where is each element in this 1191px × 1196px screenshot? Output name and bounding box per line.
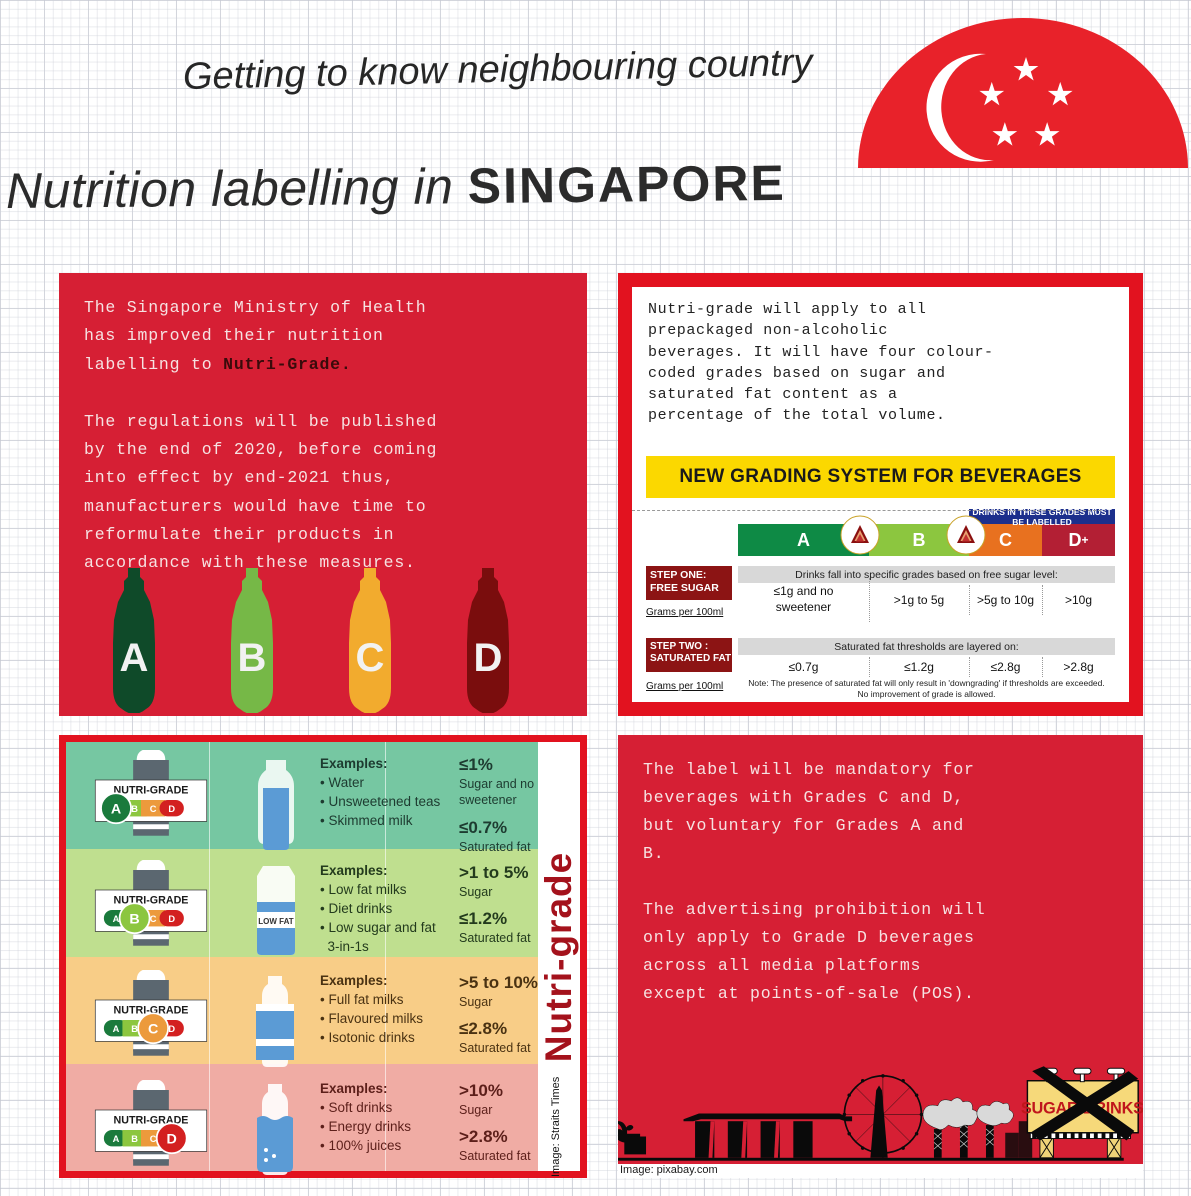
svg-text:B: B xyxy=(131,1134,138,1144)
svg-text:C: C xyxy=(150,914,157,924)
svg-text:NUTRI-GRADE: NUTRI-GRADE xyxy=(114,785,189,797)
svg-text:C: C xyxy=(356,636,385,680)
svg-text:A: A xyxy=(120,636,149,680)
svg-text:C: C xyxy=(150,804,157,814)
svg-text:D: D xyxy=(474,636,503,680)
svg-text:B: B xyxy=(129,912,139,928)
svg-text:D: D xyxy=(167,1132,177,1148)
svg-text:A: A xyxy=(113,1134,120,1144)
svg-text:B: B xyxy=(238,636,267,680)
svg-text:A: A xyxy=(111,802,121,818)
svg-text:NUTRI-GRADE: NUTRI-GRADE xyxy=(114,895,189,907)
svg-text:D: D xyxy=(168,1024,175,1034)
svg-text:A: A xyxy=(113,1024,120,1034)
svg-text:C: C xyxy=(150,1134,157,1144)
svg-text:LOW FAT: LOW FAT xyxy=(258,917,294,926)
svg-text:B: B xyxy=(131,804,138,814)
svg-text:B: B xyxy=(131,1024,138,1034)
svg-text:A: A xyxy=(113,914,120,924)
svg-text:C: C xyxy=(148,1022,158,1038)
svg-text:D: D xyxy=(168,804,175,814)
svg-text:D: D xyxy=(168,914,175,924)
